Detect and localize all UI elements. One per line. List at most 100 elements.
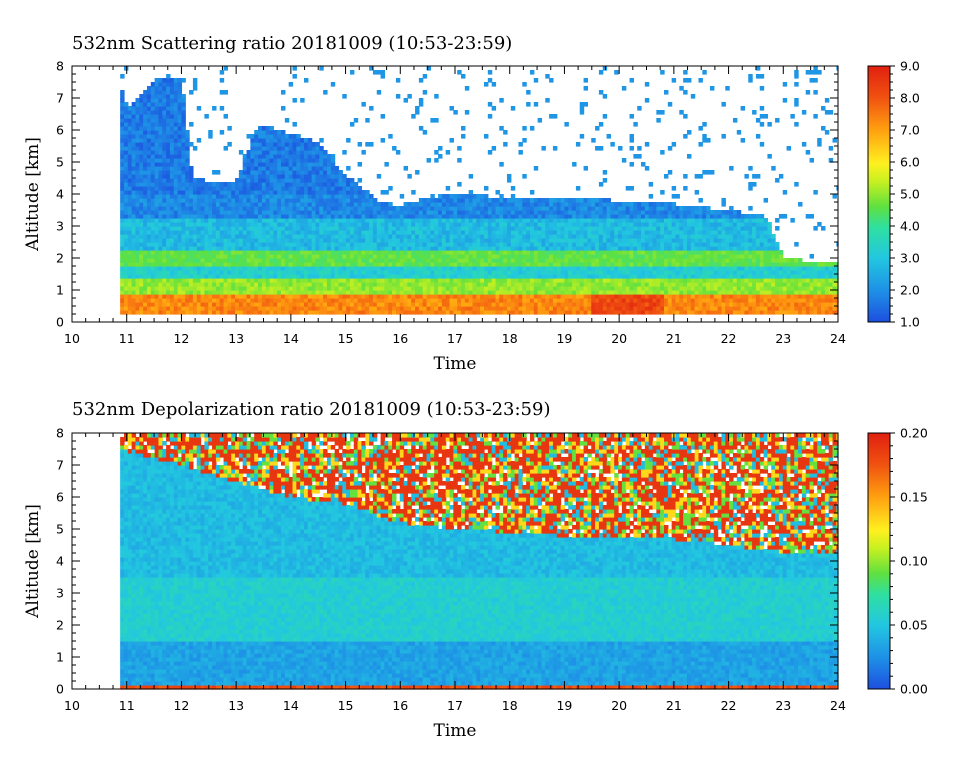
heatmap-cell [407, 298, 412, 303]
heatmap-cell [434, 246, 439, 251]
heatmap-cell [514, 210, 520, 215]
heatmap-cell [529, 262, 535, 267]
heatmap-cell [162, 278, 167, 283]
heatmap-cell [154, 282, 160, 287]
heatmap-cell [311, 262, 317, 267]
heatmap-cell [143, 210, 148, 215]
heatmap-cell [162, 78, 167, 83]
heatmap-cell [223, 286, 228, 291]
heatmap-cell [120, 218, 125, 223]
heatmap-cell [284, 182, 290, 187]
heatmap-cell [395, 222, 401, 227]
heatmap-cell [177, 90, 183, 95]
heatmap-cell [139, 246, 144, 251]
heatmap-cell [480, 234, 485, 239]
heatmap-cell [326, 254, 332, 259]
heatmap-cell [346, 210, 351, 215]
heatmap-cell [438, 310, 443, 315]
heatmap-cell [323, 222, 328, 227]
heatmap-cell [438, 206, 443, 211]
heatmap-cell [212, 182, 217, 187]
heatmap-cell [296, 166, 301, 171]
heatmap-cell [422, 218, 428, 223]
heatmap-cell [349, 290, 355, 295]
heatmap-cell [334, 218, 340, 223]
heatmap-cell [545, 74, 550, 79]
heatmap-cell [277, 150, 282, 155]
heatmap-cell [139, 226, 144, 231]
heatmap-cell [323, 226, 328, 231]
heatmap-cell [449, 242, 454, 247]
heatmap-cell [579, 310, 585, 315]
heatmap-cell [189, 290, 194, 295]
heatmap-cell [223, 302, 228, 307]
heatmap-cell [384, 302, 389, 307]
heatmap-cell [334, 230, 340, 235]
heatmap-cell [196, 234, 202, 239]
heatmap-cell [120, 138, 125, 143]
heatmap-cell [518, 266, 523, 271]
heatmap-cell [468, 246, 474, 251]
heatmap-cell [284, 270, 290, 275]
heatmap-cell [434, 202, 439, 207]
heatmap-cell [549, 242, 554, 247]
heatmap-cell [288, 278, 294, 283]
heatmap-cell [131, 110, 137, 115]
heatmap-cell [242, 254, 248, 259]
heatmap-cell [150, 142, 156, 147]
heatmap-cell [357, 226, 363, 231]
heatmap-cell [595, 294, 600, 299]
heatmap-cell [625, 262, 631, 267]
heatmap-cell [342, 254, 347, 259]
heatmap-cell [411, 262, 416, 267]
heatmap-cell [227, 242, 232, 247]
heatmap-cell [269, 218, 274, 223]
heatmap-cell [120, 170, 125, 175]
heatmap-cell [307, 278, 313, 283]
heatmap-cell [579, 230, 585, 235]
heatmap-cell [123, 130, 129, 135]
heatmap-cell [162, 206, 167, 211]
heatmap-cell [334, 270, 340, 275]
heatmap-cell [514, 206, 520, 211]
heatmap-cell [564, 246, 569, 251]
heatmap-cell [235, 302, 240, 307]
heatmap-cell [219, 290, 225, 295]
heatmap-cell [261, 242, 267, 247]
heatmap-cell [292, 146, 297, 151]
heatmap-cell [158, 86, 163, 91]
heatmap-cell [323, 182, 328, 187]
heatmap-cell [480, 210, 485, 215]
heatmap-cell [575, 218, 581, 223]
heatmap-cell [265, 294, 271, 299]
heatmap-cell [162, 198, 167, 203]
heatmap-cell [518, 222, 523, 227]
heatmap-cell [533, 238, 539, 243]
heatmap-cell [434, 234, 439, 239]
heatmap-cell [434, 222, 439, 227]
heatmap-cell [154, 306, 160, 311]
heatmap-cell [380, 234, 386, 239]
heatmap-cell [169, 202, 175, 207]
heatmap-cell [227, 290, 232, 295]
heatmap-cell [166, 202, 171, 207]
heatmap-cell [621, 298, 627, 303]
heatmap-cell [254, 174, 259, 179]
heatmap-cell [579, 206, 585, 211]
heatmap-cell [353, 206, 359, 211]
heatmap-cell [227, 282, 232, 287]
heatmap-cell [292, 278, 297, 283]
heatmap-cell [181, 218, 186, 223]
heatmap-cell [311, 294, 317, 299]
heatmap-cell [445, 274, 451, 279]
heatmap-cell [506, 234, 512, 239]
heatmap-cell [399, 210, 405, 215]
heatmap-cell [372, 294, 378, 299]
heatmap-cell [166, 262, 171, 267]
heatmap-cell [135, 290, 140, 295]
heatmap-cell [123, 226, 129, 231]
heatmap-cell [392, 306, 397, 311]
heatmap-cell [495, 258, 500, 263]
heatmap-cell [526, 222, 531, 227]
heatmap-cell [169, 306, 175, 311]
